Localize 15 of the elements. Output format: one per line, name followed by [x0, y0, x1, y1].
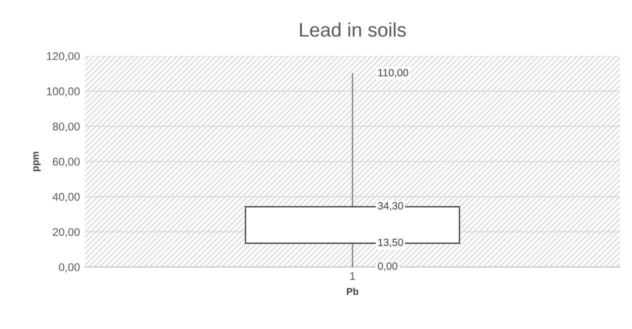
- y-tick-label: 40,00: [52, 192, 80, 202]
- x-tick-label: 1: [350, 272, 356, 280]
- y-tick-label: 60,00: [52, 158, 80, 167]
- chart-title: Lead in soils: [300, 22, 406, 37]
- annotation: 110,00: [378, 69, 408, 78]
- annotation: 34,30: [378, 202, 404, 211]
- y-axis-title: ppm: [33, 152, 41, 172]
- y-tick-label: 120,00: [47, 52, 80, 62]
- y-tick-label: 0,00: [58, 263, 80, 272]
- annotation: 0,00: [378, 262, 398, 272]
- x-axis-title: Pb: [346, 288, 358, 295]
- y-tick-label: 20,00: [52, 228, 80, 238]
- y-tick-label: 80,00: [52, 122, 80, 132]
- y-tick-label: 100,00: [47, 87, 80, 97]
- annotation: 13,50: [378, 238, 404, 248]
